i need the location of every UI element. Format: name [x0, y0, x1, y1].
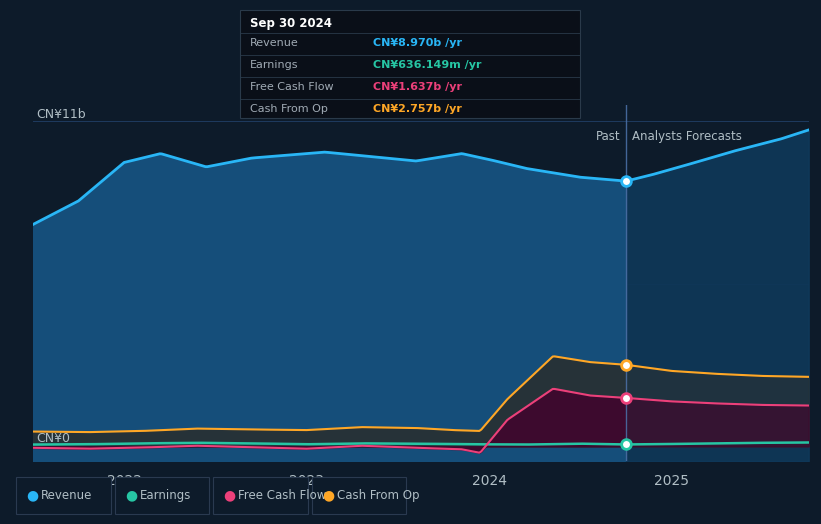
Text: Earnings: Earnings	[250, 60, 298, 70]
Text: ●: ●	[125, 488, 137, 502]
Text: Free Cash Flow: Free Cash Flow	[250, 82, 333, 92]
Text: Free Cash Flow: Free Cash Flow	[238, 489, 327, 501]
Text: CN¥8.970b /yr: CN¥8.970b /yr	[373, 38, 462, 48]
Text: Sep 30 2024: Sep 30 2024	[250, 17, 332, 30]
Text: CN¥0: CN¥0	[36, 432, 71, 445]
Text: Earnings: Earnings	[140, 489, 191, 501]
Text: CN¥1.637b /yr: CN¥1.637b /yr	[373, 82, 462, 92]
Text: Revenue: Revenue	[250, 38, 299, 48]
Text: Cash From Op: Cash From Op	[337, 489, 419, 501]
Text: CN¥2.757b /yr: CN¥2.757b /yr	[373, 104, 462, 114]
Text: ●: ●	[26, 488, 39, 502]
Text: CN¥636.149m /yr: CN¥636.149m /yr	[373, 60, 481, 70]
Text: Revenue: Revenue	[41, 489, 93, 501]
Text: ●: ●	[322, 488, 334, 502]
Text: ●: ●	[223, 488, 236, 502]
Text: CN¥11b: CN¥11b	[36, 108, 86, 121]
Text: Past: Past	[596, 130, 621, 143]
Text: Analysts Forecasts: Analysts Forecasts	[631, 130, 741, 143]
Text: Cash From Op: Cash From Op	[250, 104, 328, 114]
